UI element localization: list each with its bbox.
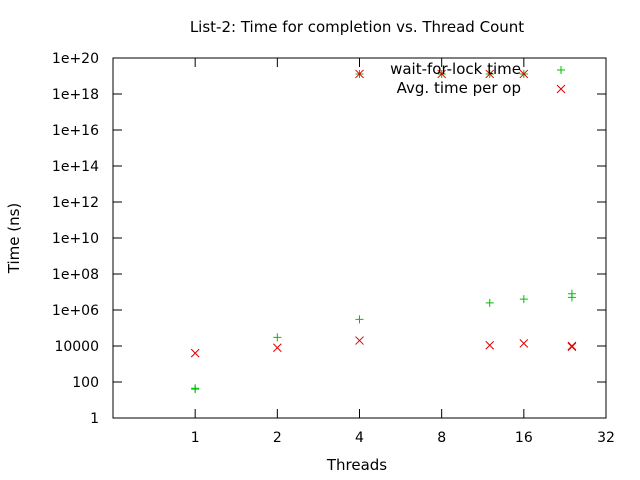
avg-time-point: [485, 69, 495, 79]
avg-time-point: [355, 336, 364, 345]
wait-for-lock-point: [485, 298, 494, 307]
legend-label: Avg. time per op: [397, 79, 521, 97]
avg-time-point: [355, 69, 364, 79]
y-tick-label: 100: [72, 375, 99, 391]
x-tick-label: 4: [355, 430, 364, 446]
x-tick-label: 2: [273, 430, 282, 446]
x-axis-ticks: 1 2 4 8 16 32: [191, 58, 615, 446]
chart-title: List-2: Time for completion vs. Thread C…: [190, 18, 524, 36]
legend-label: wait-for-lock time: [390, 60, 521, 78]
x-tick-label: 32: [597, 430, 615, 446]
x-tick-label: 1: [191, 430, 200, 446]
x-tick-label: 8: [437, 430, 446, 446]
y-tick-label: 1e+08: [52, 267, 99, 283]
y-tick-label: 1e+14: [52, 159, 99, 175]
wait-for-lock-point: [273, 333, 282, 342]
legend-marker: [556, 84, 566, 94]
y-tick-label: 1e+06: [52, 303, 99, 319]
y-tick-label: 1e+18: [52, 87, 99, 103]
y-tick-label: 1: [90, 411, 99, 427]
wait-for-lock-point: [355, 315, 364, 324]
y-axis-label: Time (ns): [5, 203, 23, 275]
avg-time-point: [519, 69, 529, 79]
y-tick-label: 1e+12: [52, 195, 99, 211]
wait-for-lock-point: [567, 289, 576, 298]
y-axis-ticks: 1 100 10000 1e+06 1e+08 1e+10 1e+12 1e+14 1e+16 1…: [52, 51, 606, 427]
wait-for-lock-point: [191, 384, 200, 393]
avg-time-point: [567, 342, 577, 352]
x-tick-label: 16: [515, 430, 533, 446]
avg-time-point: [519, 339, 529, 348]
avg-time-point: [485, 340, 495, 350]
wait-for-lock-point: [519, 295, 528, 304]
y-tick-label: 1e+20: [52, 51, 99, 67]
avg-time-point: [190, 348, 200, 358]
avg-time-point: [437, 69, 447, 79]
y-tick-label: 10000: [54, 339, 99, 355]
y-tick-label: 1e+16: [52, 123, 99, 139]
data-points: [190, 69, 577, 394]
x-axis-label: Threads: [326, 456, 387, 474]
y-tick-label: 1e+10: [52, 231, 99, 247]
legend-marker: [557, 66, 565, 74]
avg-time-point: [272, 343, 282, 353]
plot-frame: [112, 57, 607, 419]
avg-time-point: [567, 341, 577, 351]
